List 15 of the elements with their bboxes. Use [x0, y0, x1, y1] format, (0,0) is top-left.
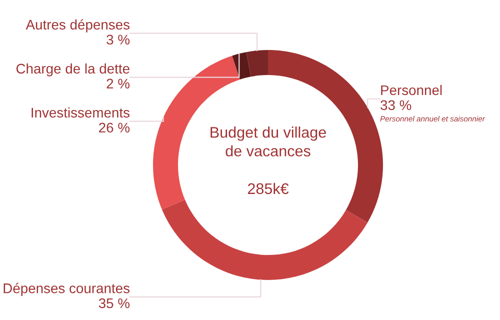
- text: 285k€: [248, 182, 289, 194]
- data-label: 35 %: [98, 298, 130, 308]
- data-label: 3 %: [106, 34, 130, 45]
- text: Budget du village de vacances: [210, 126, 326, 156]
- data-label: 33 %: [380, 100, 412, 110]
- data-label: 26 %: [99, 122, 130, 133]
- donut-slice: [246, 50, 268, 77]
- slice-label: Charge de la dette: [16, 63, 130, 76]
- slice-label: Investissements: [32, 107, 130, 118]
- slice-label: Personnel: [381, 84, 442, 96]
- slice-label: Autres dépenses: [26, 19, 130, 32]
- slice-label: Dépenses courantes: [4, 282, 130, 296]
- donut-slice: [232, 52, 251, 80]
- donut-slice: [162, 200, 368, 280]
- data-label: 2 %: [106, 78, 130, 88]
